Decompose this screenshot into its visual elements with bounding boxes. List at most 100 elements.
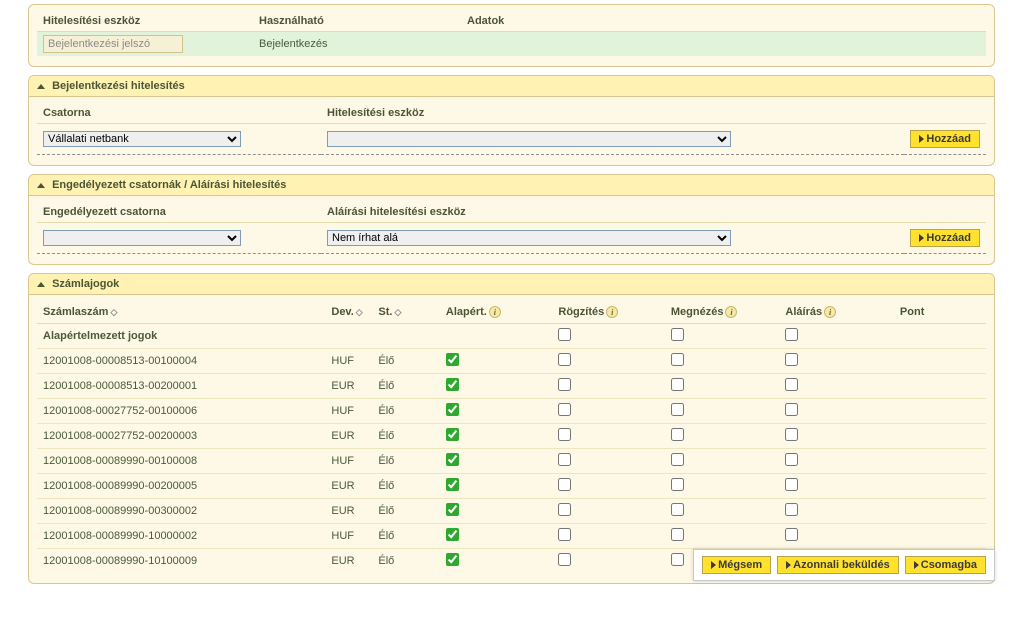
caret-up-icon — [37, 282, 45, 287]
account-number: 12001008-00089990-00200005 — [37, 474, 325, 499]
account-currency: HUF — [325, 349, 372, 374]
account-status: Élő — [372, 549, 439, 574]
alairas-checkbox[interactable] — [785, 453, 798, 466]
account-number: 12001008-00008513-00100004 — [37, 349, 325, 374]
info-icon[interactable]: i — [725, 306, 737, 318]
col-csatorna: Csatorna — [37, 103, 321, 124]
rogzites-checkbox[interactable] — [558, 553, 571, 566]
pont-cell — [894, 349, 986, 374]
rogzites-checkbox[interactable] — [558, 428, 571, 441]
default-checkbox[interactable] — [446, 378, 459, 391]
col-adatok: Adatok — [461, 11, 986, 32]
alairas-checkbox[interactable] — [785, 428, 798, 441]
sort-icon: ◇ — [394, 307, 401, 317]
login-auth-header[interactable]: Bejelentkezési hitelesítés — [29, 76, 994, 97]
default-checkbox[interactable] — [446, 353, 459, 366]
default-checkbox[interactable] — [446, 553, 459, 566]
chevron-right-icon — [914, 561, 919, 569]
rogzites-checkbox[interactable] — [558, 528, 571, 541]
rogzites-checkbox[interactable] — [558, 478, 571, 491]
pont-cell — [894, 474, 986, 499]
rogzites-checkbox[interactable] — [558, 503, 571, 516]
allowed-channel-select[interactable] — [43, 230, 241, 246]
rogzites-checkbox[interactable] — [558, 378, 571, 391]
default-checkbox[interactable] — [446, 478, 459, 491]
col-alairas-eszkoz: Aláírási hitelesítési eszköz — [321, 202, 904, 223]
pont-cell — [894, 499, 986, 524]
account-status: Élő — [372, 399, 439, 424]
megnezes-checkbox[interactable] — [671, 478, 684, 491]
chevron-right-icon — [786, 561, 791, 569]
signature-tool-select[interactable]: Nem írhat alá — [327, 230, 731, 246]
megnezes-checkbox[interactable] — [671, 528, 684, 541]
megnezes-checkbox[interactable] — [671, 503, 684, 516]
default-checkbox[interactable] — [446, 503, 459, 516]
allowed-channels-header[interactable]: Engedélyezett csatornák / Aláírási hitel… — [29, 175, 994, 196]
megnezes-checkbox[interactable] — [671, 553, 684, 566]
info-icon[interactable]: i — [606, 306, 618, 318]
megnezes-checkbox[interactable] — [671, 428, 684, 441]
account-number: 12001008-00089990-00100008 — [37, 449, 325, 474]
account-currency: EUR — [325, 499, 372, 524]
account-status: Élő — [372, 424, 439, 449]
auth-tool-select[interactable] — [327, 131, 731, 147]
col-dev[interactable]: Dev.◇ — [325, 301, 372, 324]
alairas-checkbox[interactable] — [785, 528, 798, 541]
info-icon[interactable]: i — [824, 306, 836, 318]
to-package-button[interactable]: Csomagba — [905, 556, 986, 574]
col-rogzites: Rögzítési — [552, 301, 664, 324]
default-checkbox[interactable] — [446, 528, 459, 541]
cancel-button[interactable]: Mégsem — [702, 556, 771, 574]
pont-cell — [894, 449, 986, 474]
chevron-right-icon — [711, 561, 716, 569]
default-megnezes-checkbox[interactable] — [671, 328, 684, 341]
sort-icon: ◇ — [356, 307, 363, 317]
info-icon[interactable]: i — [489, 306, 501, 318]
col-alapert: Alapért.i — [440, 301, 552, 324]
account-row: 12001008-00089990-00200005EURÉlő — [37, 474, 986, 499]
sort-icon: ◇ — [110, 307, 117, 317]
rogzites-checkbox[interactable] — [558, 403, 571, 416]
add-login-auth-button[interactable]: Hozzáad — [910, 130, 980, 148]
auth-tool-data — [461, 32, 986, 57]
default-alairas-checkbox[interactable] — [785, 328, 798, 341]
megnezes-checkbox[interactable] — [671, 378, 684, 391]
default-rogzites-checkbox[interactable] — [558, 328, 571, 341]
auth-tool-input[interactable] — [43, 35, 183, 53]
account-currency: EUR — [325, 374, 372, 399]
account-row: 12001008-00027752-00100006HUFÉlő — [37, 399, 986, 424]
add-channel-button[interactable]: Hozzáad — [910, 229, 980, 247]
account-number: 12001008-00008513-00200001 — [37, 374, 325, 399]
account-rights-header[interactable]: Számlajogok — [29, 274, 994, 295]
default-checkbox[interactable] — [446, 403, 459, 416]
account-number: 12001008-00027752-00200003 — [37, 424, 325, 449]
alairas-checkbox[interactable] — [785, 478, 798, 491]
alairas-checkbox[interactable] — [785, 353, 798, 366]
rogzites-checkbox[interactable] — [558, 453, 571, 466]
alairas-checkbox[interactable] — [785, 378, 798, 391]
megnezes-checkbox[interactable] — [671, 353, 684, 366]
col-pont: Pont — [894, 301, 986, 324]
auth-tool-panel: Hitelesítési eszköz Használható Adatok B… — [28, 4, 995, 67]
pont-cell — [894, 524, 986, 549]
col-megnezes: Megnézési — [665, 301, 780, 324]
col-szamlaszam[interactable]: Számlaszám◇ — [37, 301, 325, 324]
submit-now-button[interactable]: Azonnali beküldés — [777, 556, 899, 574]
default-checkbox[interactable] — [446, 428, 459, 441]
default-checkbox[interactable] — [446, 453, 459, 466]
alairas-checkbox[interactable] — [785, 403, 798, 416]
account-currency: EUR — [325, 474, 372, 499]
alairas-checkbox[interactable] — [785, 503, 798, 516]
account-row: 12001008-00089990-00300002EURÉlő — [37, 499, 986, 524]
channel-select[interactable]: Vállalati netbank — [43, 131, 241, 147]
account-number: 12001008-00089990-10000002 — [37, 524, 325, 549]
account-status: Élő — [372, 499, 439, 524]
col-st[interactable]: St.◇ — [372, 301, 439, 324]
auth-tool-usable: Bejelentkezés — [253, 32, 461, 57]
account-row: 12001008-00089990-00100008HUFÉlő — [37, 449, 986, 474]
account-status: Élő — [372, 374, 439, 399]
megnezes-checkbox[interactable] — [671, 403, 684, 416]
rogzites-checkbox[interactable] — [558, 353, 571, 366]
login-auth-table: Csatorna Hitelesítési eszköz Vállalati n… — [37, 103, 986, 155]
megnezes-checkbox[interactable] — [671, 453, 684, 466]
